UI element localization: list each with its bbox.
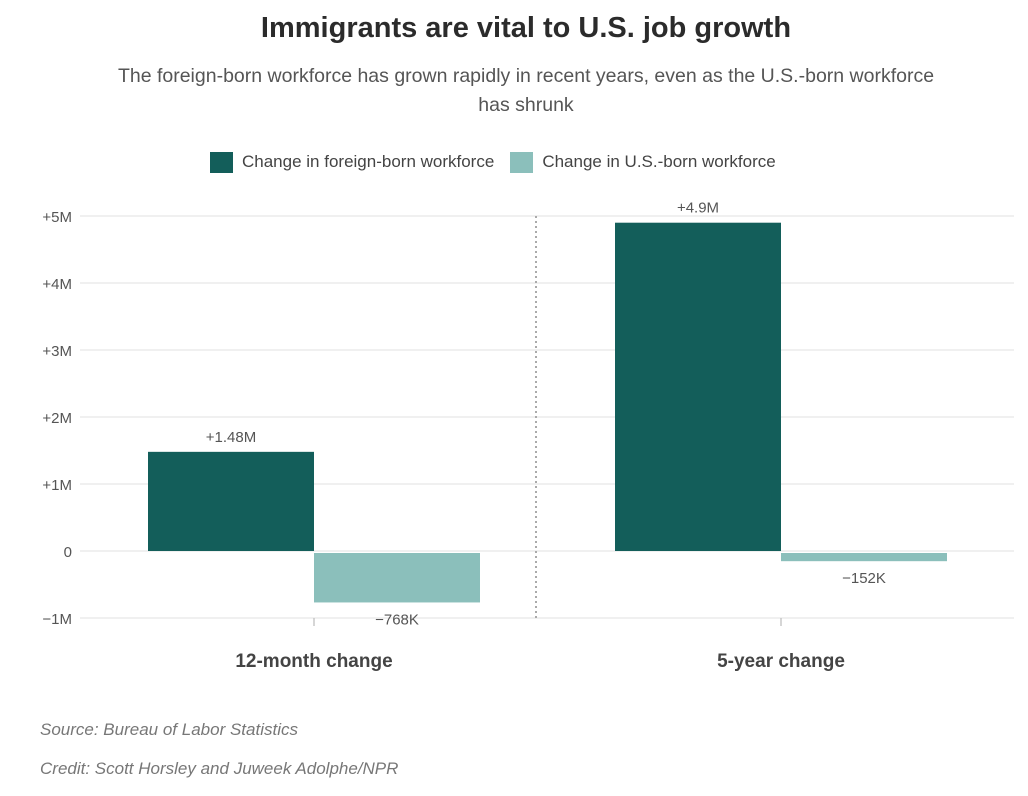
bar-us (314, 553, 480, 603)
x-category-label: 5-year change (717, 651, 845, 672)
x-category-label: 12-month change (235, 651, 392, 672)
source-note: Source: Bureau of Labor Statistics (40, 720, 298, 739)
chart-subtitle: The foreign-born workforce has grown rap… (117, 65, 935, 116)
credit-note: Credit: Scott Horsley and Juweek Adolphe… (40, 759, 399, 778)
legend-label-foreign: Change in foreign-born workforce (242, 152, 495, 171)
data-label: −768K (375, 611, 419, 628)
y-tick-label: +2M (42, 410, 72, 427)
legend-swatch-us (510, 151, 534, 173)
legend-item-foreign: Change in foreign-born workforce (210, 151, 495, 173)
y-tick-label: +3M (42, 343, 72, 360)
y-tick-label: +5M (42, 209, 72, 226)
chart-area: −1M 0 +1M +2M +3M +4M +5M +1.48M −768K 12-month c… (42, 200, 1014, 672)
data-label: +4.9M (677, 200, 719, 217)
y-tick-label: −1M (42, 611, 72, 628)
bar-foreign (148, 451, 314, 551)
data-label: −152K (842, 570, 886, 587)
data-label: +1.48M (206, 429, 256, 446)
bar-foreign (615, 222, 781, 551)
legend: Change in foreign-born workforce Change … (210, 150, 792, 174)
chart-title: Immigrants are vital to U.S. job growth (260, 12, 792, 44)
legend-swatch-foreign (210, 151, 233, 173)
legend-item-us: Change in U.S.-born workforce (510, 151, 776, 173)
y-tick-label: 0 (64, 544, 72, 561)
y-tick-label: +1M (42, 477, 72, 494)
legend-label-us: Change in U.S.-born workforce (542, 152, 776, 171)
y-tick-label: +4M (42, 276, 72, 293)
bar-us (781, 553, 947, 562)
